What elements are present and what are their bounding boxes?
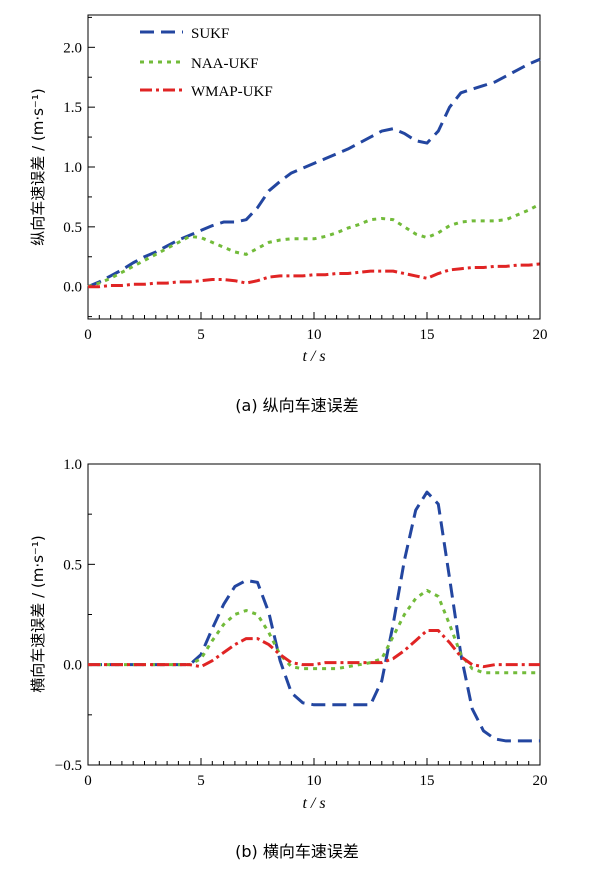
chart-b-caption: (b) 横向车速误差 [235, 842, 359, 861]
chart-b-x-tick-label: 15 [420, 773, 435, 789]
chart-b-y-tick-label: 0.5 [63, 557, 82, 573]
chart-b-y-tick-label: 1.0 [63, 457, 82, 473]
chart-a-y-axis-title: 纵向车速误差 / (m·s⁻¹) [29, 88, 47, 245]
chart-b-x-tick-label: 10 [307, 773, 322, 789]
legend-label-naa-ukf: NAA-UKF [191, 56, 259, 72]
legend-label-sukf: SUKF [191, 26, 229, 42]
chart-a-series-naa-ukf [87, 202, 541, 289]
legend-label-wmap-ukf: WMAP-UKF [191, 84, 273, 100]
chart-b-ticks: 0 5 10 15 20 −0.5 0.0 0.5 1.0 [55, 457, 548, 789]
chart-a-x-tick-label: 0 [84, 327, 92, 343]
chart-a-y-tick-label: 0.5 [63, 220, 82, 236]
chart-a-y-tick-label: 2.0 [63, 40, 82, 56]
chart-a-series-layer [87, 57, 541, 289]
chart-b-x-tick-label: 20 [533, 773, 548, 789]
chart-a-legend: SUKF NAA-UKF WMAP-UKF [140, 26, 273, 100]
chart-b-series-sukf [88, 490, 540, 743]
chart-b-series-wmap-ukf [88, 629, 540, 669]
chart-b-y-axis-title: 横向车速误差 / (m·s⁻¹) [29, 535, 47, 692]
chart-b-x-tick-label: 5 [197, 773, 205, 789]
chart-b-lateral-speed-error: 0 5 10 15 20 −0.5 0.0 0.5 1.0 横向车速误差 / (m·s⁻¹) t… [29, 457, 548, 861]
chart-b-y-tick-label: 0.0 [63, 658, 82, 674]
chart-a-ticks: 0 5 10 15 20 0.0 0.5 1.0 1.5 2.0 [63, 16, 548, 343]
chart-b-y-tick-label: −0.5 [55, 758, 82, 774]
chart-a-x-tick-label: 20 [533, 327, 548, 343]
chart-b-x-tick-label: 0 [84, 773, 92, 789]
chart-b-plot-frame [87, 463, 541, 766]
chart-a-series-sukf [87, 57, 541, 289]
chart-a-caption: (a) 纵向车速误差 [235, 396, 358, 415]
chart-a-y-tick-label: 0.0 [63, 280, 82, 296]
chart-b-x-axis-title: t / s [302, 795, 325, 812]
chart-a-plot-frame [87, 14, 541, 320]
chart-a-x-tick-label: 5 [197, 327, 205, 343]
chart-b-series-layer [88, 490, 540, 743]
chart-b-series-naa-ukf [88, 588, 540, 675]
chart-a-x-tick-label: 15 [420, 327, 435, 343]
chart-a-longitudinal-speed-error: 0 5 10 15 20 0.0 0.5 1.0 1.5 2.0 SUKF NAA-UKF WMA… [29, 14, 548, 415]
chart-a-x-tick-label: 10 [307, 327, 322, 343]
chart-a-y-tick-label: 1.5 [63, 100, 82, 116]
chart-a-y-tick-label: 1.0 [63, 160, 82, 176]
chart-a-x-axis-title: t / s [302, 348, 325, 365]
chart-a-series-wmap-ukf [88, 262, 541, 289]
